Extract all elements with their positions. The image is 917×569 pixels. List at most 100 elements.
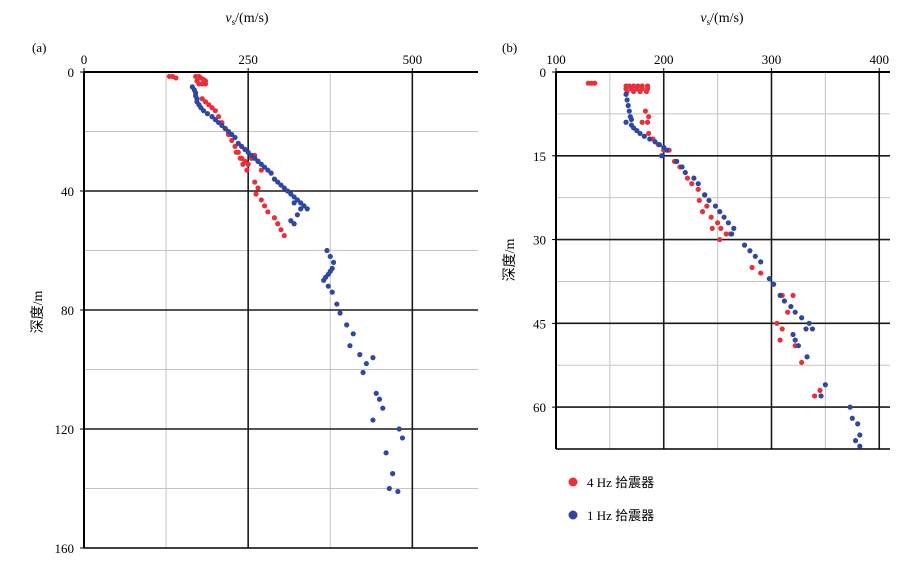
data-point-4hz	[811, 393, 818, 399]
data-point-4hz	[281, 233, 287, 239]
data-point-1hz	[702, 192, 708, 198]
data-point-4hz	[646, 130, 652, 137]
data-point-1hz	[376, 396, 383, 402]
data-point-1hz	[294, 212, 301, 218]
y-tick-label: 0	[68, 65, 75, 80]
data-point-1hz	[731, 225, 737, 231]
panel-b-frame	[555, 71, 890, 450]
data-point-1hz	[658, 153, 665, 159]
data-point-1hz	[623, 119, 629, 125]
data-point-4hz	[695, 186, 701, 192]
data-point-1hz	[329, 289, 335, 295]
data-point-1hz	[849, 415, 855, 421]
data-point-1hz	[327, 253, 333, 260]
panel-b: (b) vs/(m/s) 深度/m 100 200 300 400 0 15 30 45 60	[502, 11, 890, 450]
data-point-1hz	[370, 417, 376, 423]
data-point-1hz	[792, 337, 798, 343]
data-point-1hz	[628, 116, 635, 123]
data-point-1hz	[396, 426, 402, 432]
data-point-1hz	[847, 404, 853, 410]
data-point-1hz	[656, 142, 663, 148]
data-point-4hz	[261, 203, 268, 209]
data-point-1hz	[717, 209, 723, 215]
data-point-1hz	[771, 281, 777, 287]
legend-red-marker	[568, 477, 578, 487]
panel-b-y-ticks: 0 15 30 45 60	[533, 65, 556, 415]
data-point-1hz	[625, 102, 631, 109]
data-point-1hz	[725, 220, 731, 226]
data-point-4hz	[639, 119, 645, 125]
data-point-1hz	[729, 231, 735, 237]
data-point-1hz	[357, 352, 363, 358]
data-point-1hz	[363, 360, 369, 367]
data-point-1hz	[706, 197, 712, 204]
data-point-1hz	[792, 309, 798, 315]
data-point-4hz	[255, 185, 261, 191]
data-point-1hz	[330, 259, 337, 265]
panel-b-major-grid	[556, 72, 890, 449]
data-point-4hz	[245, 161, 251, 167]
data-point-4hz	[637, 88, 643, 95]
data-point-4hz	[684, 175, 691, 181]
data-point-1hz	[624, 97, 630, 103]
data-point-4hz	[252, 179, 258, 185]
panel-b-x-ticks: 100 200 300 400	[546, 52, 889, 72]
data-point-4hz	[696, 197, 702, 204]
panel-b-xlabel: vs/(m/s)	[700, 11, 744, 27]
y-tick-label: 80	[61, 303, 74, 318]
data-point-4hz	[777, 337, 783, 343]
y-tick-label: 160	[55, 541, 75, 556]
data-point-4hz	[723, 231, 729, 237]
data-point-1hz	[232, 134, 238, 141]
data-point-4hz	[646, 114, 652, 120]
data-point-4hz	[779, 326, 785, 332]
data-point-1hz	[360, 369, 366, 376]
data-point-1hz	[741, 242, 748, 248]
data-point-1hz	[758, 259, 764, 265]
data-point-1hz	[383, 450, 389, 456]
data-point-4hz	[592, 80, 598, 86]
data-point-1hz	[390, 471, 396, 477]
data-point-4hz	[749, 264, 755, 271]
data-point-4hz	[717, 236, 723, 243]
legend-blue-marker	[568, 510, 578, 520]
y-tick-label: 15	[533, 149, 546, 164]
data-point-1hz	[857, 432, 863, 438]
x-tick-label: 0	[81, 52, 88, 67]
data-point-1hz	[691, 175, 697, 181]
data-point-1hz	[752, 253, 758, 259]
data-point-1hz	[334, 301, 340, 307]
panel-b-minor-grid	[556, 72, 890, 449]
data-point-4hz	[244, 167, 250, 173]
data-point-4hz	[202, 81, 209, 87]
data-point-4hz	[265, 209, 271, 215]
legend-item-4hz: 4 Hz 拾震器	[568, 475, 654, 490]
data-point-1hz	[804, 354, 810, 360]
data-point-4hz	[233, 149, 239, 155]
data-point-1hz	[777, 292, 783, 299]
data-point-4hz	[278, 227, 284, 233]
data-point-1hz	[781, 298, 788, 304]
data-point-1hz	[806, 320, 812, 326]
legend-red-label: 4 Hz 拾震器	[587, 475, 654, 490]
data-point-1hz	[350, 331, 356, 337]
panel-a: (a) vs/(m/s) 深度/m 0 250 500 0 40 80 120 160	[30, 11, 478, 556]
data-point-1hz	[373, 390, 379, 396]
data-point-1hz	[641, 133, 647, 139]
data-point-1hz	[721, 214, 727, 220]
data-point-1hz	[324, 247, 330, 254]
data-point-1hz	[852, 438, 859, 444]
data-point-1hz	[857, 443, 863, 449]
data-point-4hz	[644, 119, 651, 125]
panel-a-y-ticks: 0 40 80 120 160	[55, 65, 84, 556]
panel-a-points	[166, 73, 406, 495]
data-point-4hz	[709, 225, 715, 231]
data-point-1hz	[712, 203, 719, 209]
x-tick-label: 500	[403, 52, 423, 67]
data-point-1hz	[291, 200, 297, 206]
panel-a-label: (a)	[32, 40, 46, 55]
y-tick-label: 60	[533, 400, 546, 415]
data-point-4hz	[275, 221, 281, 227]
data-point-4hz	[253, 191, 259, 197]
